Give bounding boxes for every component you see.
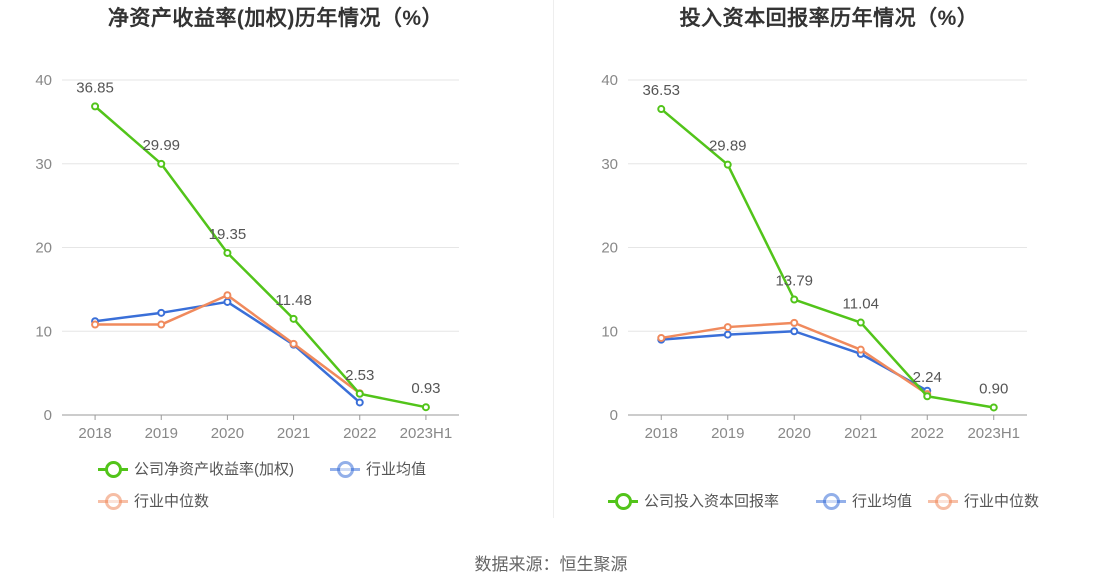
data-label: 11.48 (275, 292, 311, 309)
legend-label: 行业均值 (366, 461, 427, 478)
data-point-avg[interactable] (157, 308, 166, 317)
source-note: 数据来源：恒生聚源 (474, 555, 628, 574)
y-tick-label: 30 (601, 156, 618, 173)
legend-item-avg[interactable]: 行业均值 (330, 458, 426, 479)
x-tick-label: 2018 (645, 425, 678, 442)
series-line-avg (661, 330, 928, 392)
data-label: 29.89 (709, 138, 747, 155)
y-tick-label: 40 (35, 72, 52, 89)
legend-swatch-icon (928, 492, 958, 510)
data-label: 2.24 (913, 369, 942, 386)
legend-label: 公司净资产收益率(加权) (134, 461, 294, 478)
data-point-company[interactable] (157, 159, 166, 168)
x-tick-label: 2019 (711, 425, 744, 442)
data-label: 2.53 (345, 367, 374, 384)
data-point-median[interactable] (723, 323, 732, 332)
data-point-company[interactable] (989, 403, 998, 412)
data-label: 13.79 (775, 273, 813, 290)
series-line-company (94, 105, 427, 409)
x-tick-label: 2022 (911, 425, 944, 442)
chart-title: 净资产收益率(加权)历年情况（%） (107, 7, 444, 30)
data-point-median[interactable] (856, 345, 865, 354)
x-tick-label: 2019 (145, 425, 178, 442)
chart-plot-roic: 0 10 20 30 40 2018 2019 2020 2021 2022 2023H1 36.53… (601, 72, 1027, 442)
data-label: 19.35 (209, 226, 247, 243)
legend-label: 行业中位数 (134, 493, 210, 510)
x-tick-label: 2023H1 (967, 425, 1020, 442)
legend-swatch-icon (98, 492, 128, 510)
legend-swatch-icon (330, 460, 360, 478)
data-label: 11.04 (843, 296, 879, 313)
data-point-median[interactable] (790, 318, 799, 327)
data-point-median[interactable] (91, 320, 100, 329)
data-point-median[interactable] (223, 291, 232, 300)
data-point-company[interactable] (723, 160, 732, 169)
data-point-company[interactable] (657, 105, 666, 114)
x-tick-label: 2021 (277, 425, 310, 442)
x-tick-label: 2023H1 (400, 425, 453, 442)
x-tick-label: 2020 (778, 425, 811, 442)
x-tick-label: 2022 (343, 425, 376, 442)
data-label: 29.99 (142, 137, 180, 154)
legend-swatch-icon (98, 460, 128, 478)
chart-panel-roic: 投入资本回报率历年情况（%） 0 10 20 30 40 2018 2019 2020 2021… (556, 0, 1102, 520)
data-point-median[interactable] (157, 320, 166, 329)
data-label: 0.93 (411, 380, 440, 397)
y-tick-label: 0 (610, 407, 618, 424)
data-label: 36.85 (76, 79, 114, 96)
series-line-company (660, 108, 994, 409)
data-point-company[interactable] (91, 102, 100, 111)
data-point-avg[interactable] (223, 297, 232, 306)
x-tick-label: 2020 (211, 425, 244, 442)
data-label: 36.53 (642, 82, 680, 99)
legend-item-avg[interactable]: 行业均值 (816, 490, 912, 511)
legend-label: 行业均值 (852, 493, 913, 510)
panel-divider (553, 0, 554, 518)
data-point-company[interactable] (355, 389, 364, 398)
data-label: 0.90 (979, 380, 1008, 397)
data-point-median[interactable] (289, 339, 298, 348)
legend-swatch-icon (608, 492, 638, 510)
legend-label: 公司投入资本回报率 (644, 493, 780, 510)
legend-item-median[interactable]: 行业中位数 (928, 490, 1039, 511)
chart-plot-roe: 0 10 20 30 40 2018 2019 2020 2021 2022 2023H1 36.85… (35, 72, 459, 442)
chart-panel-roe: 净资产收益率(加权)历年情况（%） 0 10 20 30 40 2018 2019 2020 2… (0, 0, 551, 520)
legend-swatch-icon (816, 492, 846, 510)
y-tick-label: 30 (35, 156, 52, 173)
chart-title: 投入资本回报率历年情况（%） (679, 7, 979, 30)
data-point-company[interactable] (421, 403, 430, 412)
y-tick-label: 10 (601, 323, 618, 340)
data-point-median[interactable] (657, 333, 666, 342)
data-point-avg[interactable] (355, 398, 364, 407)
data-point-company[interactable] (289, 314, 298, 323)
y-tick-label: 10 (35, 323, 52, 340)
y-tick-label: 40 (601, 72, 618, 89)
data-point-company[interactable] (856, 318, 865, 327)
y-tick-label: 20 (35, 240, 52, 257)
data-point-company[interactable] (923, 392, 932, 401)
series-line-avg (94, 300, 361, 404)
x-tick-label: 2018 (78, 425, 111, 442)
data-point-company[interactable] (223, 248, 232, 257)
legend-item-median[interactable]: 行业中位数 (98, 490, 209, 511)
legend-item-company[interactable]: 公司投入资本回报率 (608, 490, 779, 511)
y-tick-label: 20 (601, 240, 618, 257)
legend-item-company[interactable]: 公司净资产收益率(加权) (98, 458, 294, 479)
series-line-median (95, 293, 361, 395)
y-tick-label: 0 (44, 407, 52, 424)
data-point-avg[interactable] (723, 330, 732, 339)
legend-label: 行业中位数 (964, 493, 1040, 510)
data-point-avg[interactable] (790, 327, 799, 336)
x-tick-label: 2021 (844, 425, 877, 442)
data-point-company[interactable] (790, 295, 799, 304)
